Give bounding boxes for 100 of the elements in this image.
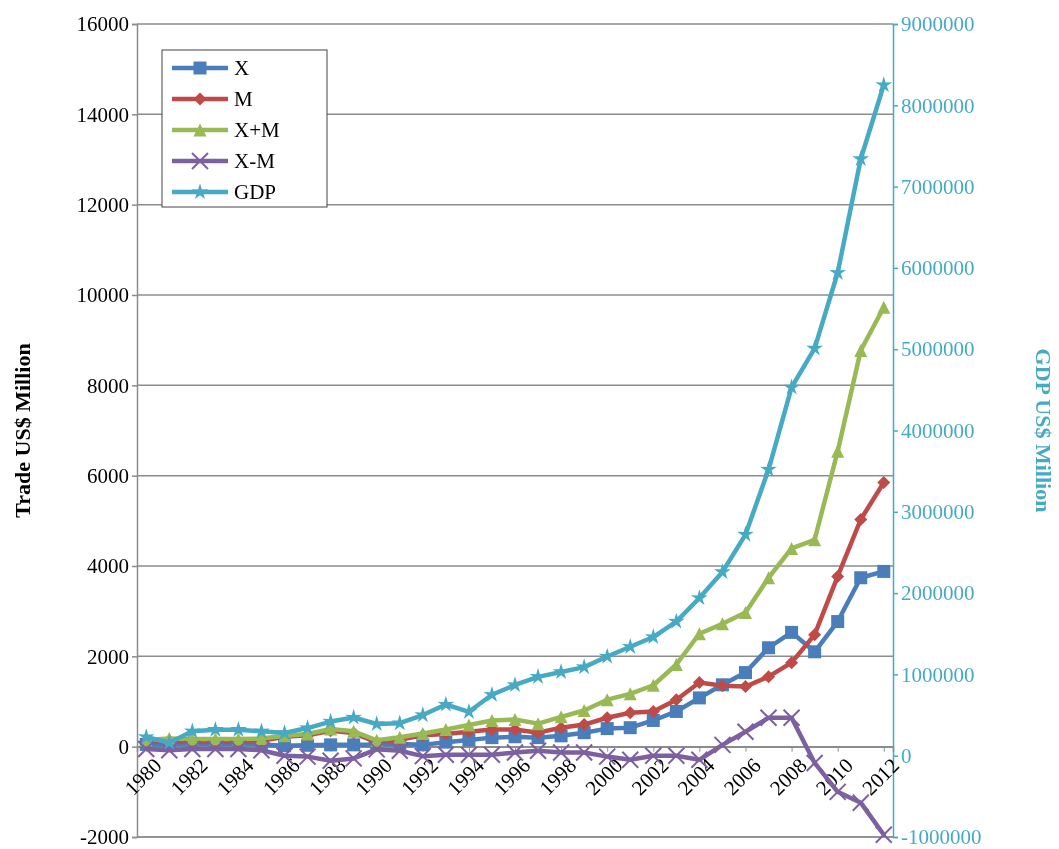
y2-tick-label: 9000000 [901,12,975,37]
point [691,589,708,606]
point [646,678,660,692]
point [808,628,822,642]
point [529,741,548,760]
y-tick-label: 8000 [87,373,129,398]
y-tick-label: 4000 [87,554,129,579]
point [831,615,845,629]
legend-label: X+M [234,118,281,142]
point [137,728,155,745]
point [577,718,591,732]
y-tick-label: 10000 [76,283,129,308]
legend-label: GDP [234,180,277,204]
point [669,693,683,707]
point [347,738,361,752]
point [692,676,706,690]
y2-tick-label: 7000000 [901,174,975,199]
point [738,680,752,694]
y2-tick-label: 8000000 [901,93,975,118]
point [692,691,706,705]
point [508,713,522,727]
y2-axis-title: GDP US$ Million [1031,348,1056,513]
point [623,706,637,720]
point [252,741,271,760]
point [852,150,870,167]
point [808,533,822,547]
point [854,571,868,585]
point [736,722,755,741]
point [854,344,868,358]
y-tick-label: 2000 [87,644,129,669]
point [623,721,637,735]
y-tick-label: 6000 [87,463,129,488]
point [782,708,801,727]
point [623,687,637,701]
point [713,735,732,754]
point [230,720,247,737]
point [785,541,799,555]
point [854,512,868,526]
point [875,76,893,93]
y2-tick-label: -1000000 [901,825,982,849]
point [439,723,453,736]
point [600,722,614,736]
point [646,713,660,727]
y-tick-label: 14000 [76,102,129,127]
point [137,739,156,758]
y2-tick-label: 0 [901,743,912,768]
point [759,708,778,727]
point [737,525,754,542]
point [738,606,752,620]
point [877,300,891,314]
point [669,704,683,718]
point [806,339,823,356]
legend-label: X-M [234,149,276,173]
y-tick-label: 12000 [76,192,129,217]
legend-label: X [234,56,250,80]
point [762,670,776,684]
point [160,741,179,760]
point [437,695,455,712]
y2-tick-label: 5000000 [901,337,975,362]
point [667,612,685,629]
point [600,711,614,725]
point [715,617,729,631]
point [762,641,776,655]
point [808,645,822,659]
point [738,666,752,680]
point [462,718,476,732]
y2-tick-label: 3000000 [901,500,975,525]
point [785,656,799,670]
point [485,713,499,727]
point [324,738,338,752]
point [206,739,225,758]
point [785,625,799,639]
point [207,720,224,737]
y-axis-title: Trade US$ Million [10,343,35,518]
point [646,704,660,718]
point [183,722,201,739]
y2-tick-label: 2000000 [901,581,975,606]
y-tick-label: -2000 [80,825,129,849]
point [345,708,363,725]
point [714,563,731,580]
y-tick-label: 16000 [76,12,129,37]
point [577,704,591,718]
y2-tick-label: 6000000 [901,256,975,281]
point [831,444,845,458]
point [554,710,568,724]
point [874,825,893,844]
point [877,564,891,578]
point [692,627,706,641]
point [760,460,777,477]
point [877,475,891,489]
y2-tick-label: 4000000 [901,418,975,443]
point [253,722,270,739]
point [367,740,386,759]
point [554,721,568,735]
legend-label: M [234,87,253,111]
point [783,378,800,395]
point [600,693,614,707]
point [531,717,545,731]
point [229,739,248,758]
point [644,628,662,645]
